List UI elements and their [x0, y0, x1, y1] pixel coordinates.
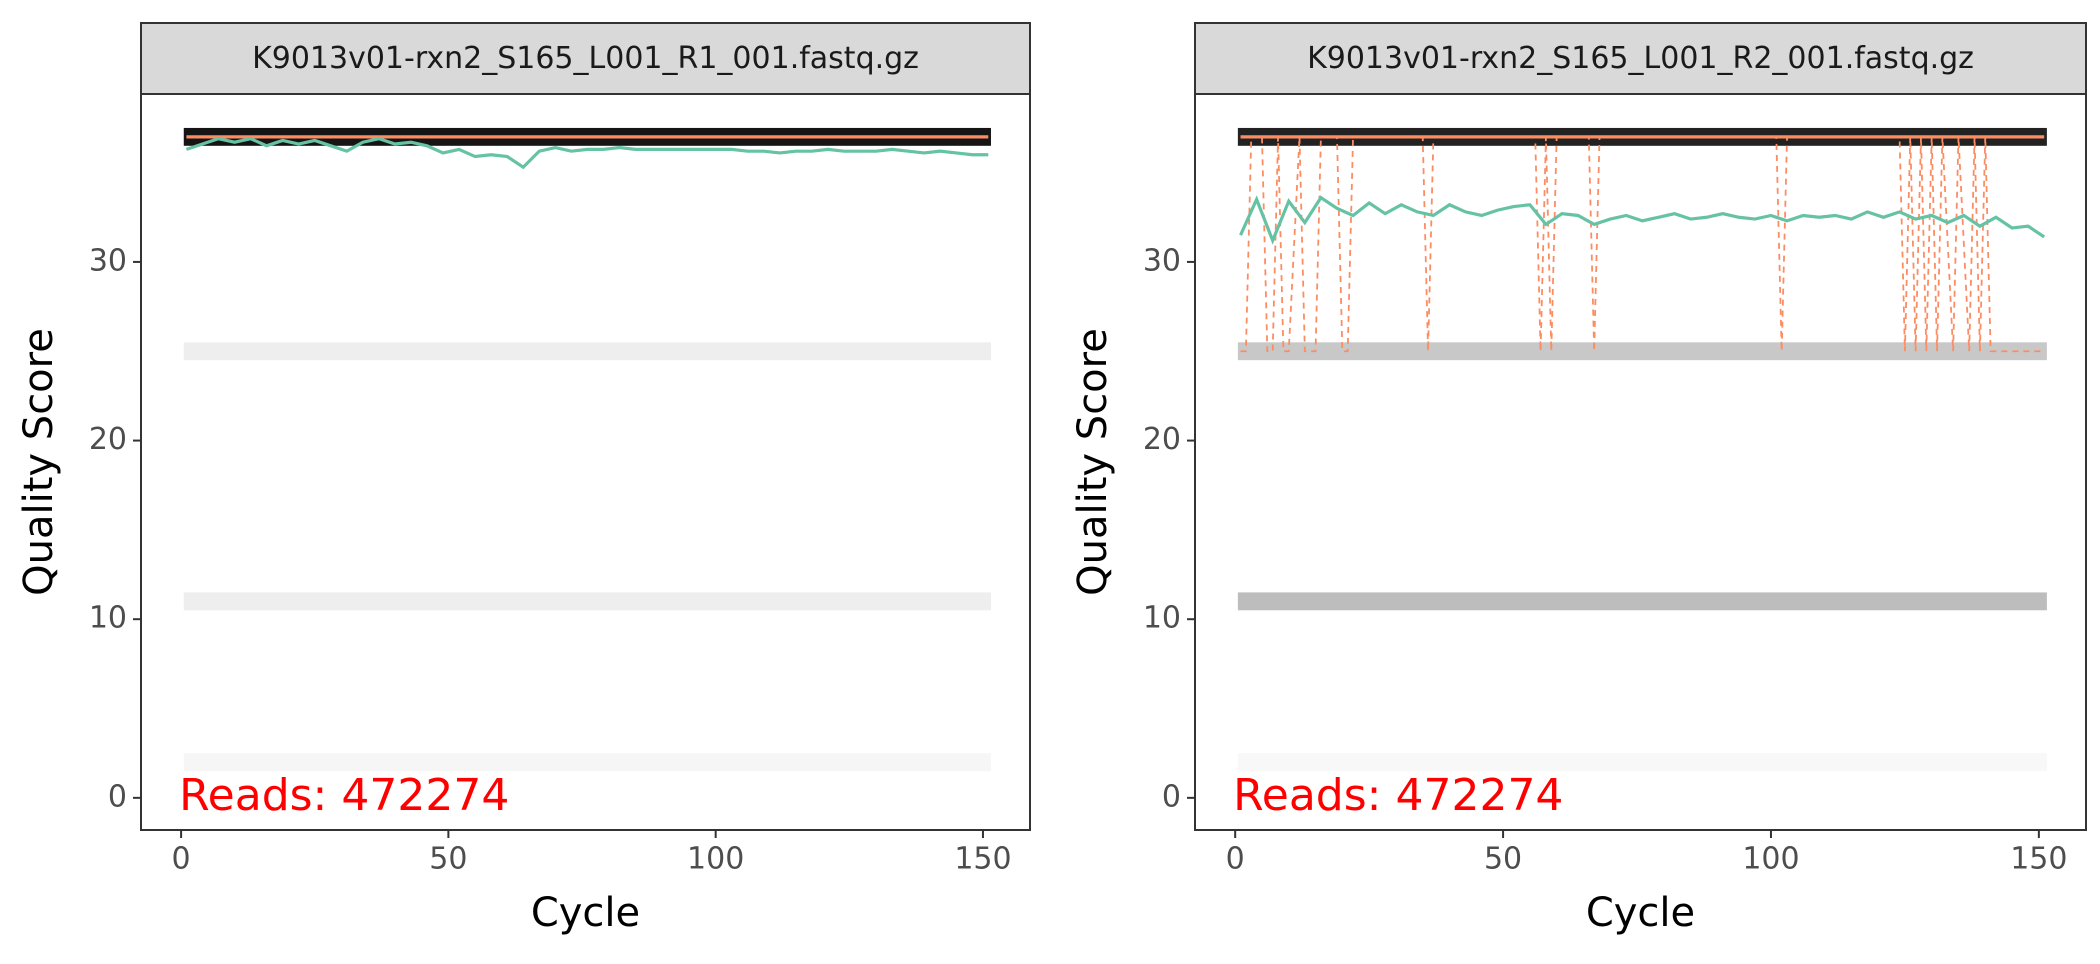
x-axis-title: Cycle	[531, 890, 640, 936]
quality-line	[185, 136, 989, 170]
y-tick-label: 10	[89, 601, 127, 636]
x-tick-label: 100	[687, 842, 744, 877]
y-tick-label: 30	[1143, 243, 1181, 278]
plot-border	[140, 93, 1031, 831]
y-tick-label: 30	[89, 243, 127, 278]
heatmap-tile	[183, 753, 991, 772]
facet: K9013v01-rxn2_S165_L001_R2_001.fastq.gz 0…	[1070, 22, 2087, 936]
y-tick-label: 10	[1143, 601, 1181, 636]
x-tick-label: 0	[1226, 842, 1245, 877]
strip	[140, 22, 1031, 95]
y-tick-label: 20	[1143, 422, 1181, 457]
quality-line	[1240, 135, 2045, 353]
facet: K9013v01-rxn2_S165_L001_R1_001.fastq.gz 0…	[16, 22, 1031, 936]
heatmap-tile	[1237, 342, 2047, 361]
x-tick-label: 0	[172, 842, 191, 877]
x-tick-label: 150	[2010, 842, 2067, 877]
heatmap-tile	[183, 592, 991, 611]
x-axis-title: Cycle	[1586, 890, 1695, 936]
strip-title: K9013v01-rxn2_S165_L001_R1_001.fastq.gz	[252, 41, 919, 76]
heatmap-tile	[1237, 753, 2047, 772]
y-tick-label: 0	[1162, 779, 1181, 814]
reads-annotation: Reads: 472274	[1233, 770, 1563, 821]
y-axis-title: Quality Score	[1070, 328, 1116, 596]
y-tick-label: 20	[89, 422, 127, 457]
y-tick-label: 0	[108, 779, 127, 814]
strip-title: K9013v01-rxn2_S165_L001_R2_001.fastq.gz	[1307, 41, 1974, 76]
x-tick-label: 50	[1484, 842, 1522, 877]
x-tick-label: 150	[954, 842, 1011, 877]
y-axis-title: Quality Score	[16, 328, 62, 596]
x-tick-label: 50	[429, 842, 467, 877]
heatmap-tile	[1237, 592, 2047, 611]
reads-annotation: Reads: 472274	[179, 770, 509, 821]
plot-border	[1194, 93, 2087, 831]
x-tick-label: 100	[1742, 842, 1799, 877]
quality-line	[1239, 195, 2046, 245]
heatmap-tile	[183, 342, 991, 361]
